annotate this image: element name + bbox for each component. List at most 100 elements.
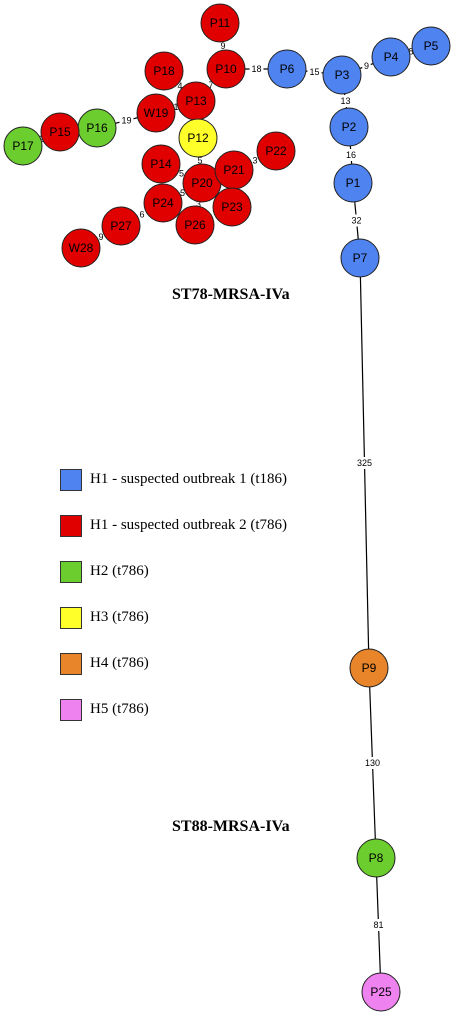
edge-label-bg [406,45,416,58]
edge-label-bg [137,208,147,221]
node-label-P26: P26 [184,218,206,232]
node-P2: P2 [329,107,369,147]
node-P12: P12 [178,118,218,158]
edge-label-bg [96,231,106,243]
node-circle-P6 [267,49,307,89]
node-label-P3: P3 [335,68,350,82]
legend-item-h1-outbreak1: H1 - suspected outbreak 1 (t186) [60,468,287,491]
node-circle-P14 [141,144,181,184]
node-label-P25: P25 [370,985,392,999]
edge-label-P3-P4: 9 [364,61,369,71]
node-circle-P8 [356,838,396,878]
legend-item-h2: H2 (t786) [60,560,287,583]
edge-label-P6-P3: 15 [309,67,319,77]
node-circle-P7 [340,238,380,278]
node-label-P8: P8 [369,851,384,865]
node-P25: P25 [361,972,401,1012]
node-P27: P27 [101,206,141,246]
node-P26: P26 [175,205,215,245]
legend-swatch-h1-outbreak2 [60,514,82,537]
legend-swatch-h1-outbreak1 [60,468,82,491]
edge-label-P16-W19: 19 [121,116,131,126]
node-P14: P14 [141,144,181,184]
edge-label-P10-P6: 18 [251,64,261,74]
node-P3: P3 [322,55,362,95]
edge-label-P10-P13: 7 [208,80,213,90]
node-label-P1: P1 [346,176,361,190]
node-P10: P10 [206,49,246,89]
node-W28: W28 [61,228,101,268]
edge-label-P3-P2: 13 [340,96,350,106]
edge-label-bg [194,198,203,210]
node-circle-P15 [40,112,80,152]
node-circle-P1 [333,163,373,203]
node-P17: P17 [3,126,43,166]
node-circle-P22 [256,131,296,171]
node-label-W19: W19 [144,106,169,120]
node-circle-P3 [322,55,362,95]
edge-label-P12-P20: 5 [197,156,202,166]
edge-label-P11-P10: 9 [220,41,225,51]
node-circle-P5 [411,26,451,66]
edge-label-bg [175,80,185,92]
legend-swatch-h5 [60,698,82,721]
legend-item-h4: H4 (t786) [60,652,287,675]
node-circle-P17 [3,126,43,166]
legend: H1 - suspected outbreak 1 (t186) H1 - su… [60,468,287,744]
legend-swatch-h4 [60,652,82,675]
node-circle-P27 [101,206,141,246]
edge-label-P20-P26: 3 [196,199,201,209]
edge-label-bg [178,187,187,199]
node-circle-P12 [178,118,218,158]
node-label-W28: W28 [69,241,94,255]
node-circle-P26 [175,205,215,245]
edge-label-W19-P13: 1 [173,102,178,112]
legend-label-h1-outbreak1: H1 - suspected outbreak 1 (t186) [90,471,288,487]
legend-item-h3: H3 (t786) [60,606,287,629]
node-circle-W28 [61,228,101,268]
node-label-P17: P17 [12,139,34,153]
edge-label-bg [362,60,371,72]
legend-label-h1-outbreak2: H1 - suspected outbreak 2 (t786) [90,517,288,533]
edge-label-bg [206,79,216,91]
edge-label-bg [354,457,375,469]
legend-item-h1-outbreak2: H1 - suspected outbreak 2 (t786) [60,514,287,537]
edge-label-bg [250,154,260,167]
node-P23: P23 [212,187,252,227]
node-circle-P25 [361,972,401,1012]
node-label-P7: P7 [353,251,368,265]
legend-label-h5: H5 (t786) [90,701,149,717]
legend-label-h2: H2 (t786) [90,563,149,579]
edge-label-bg [307,66,322,78]
node-label-P21: P21 [223,163,245,177]
edge-label-bg [171,101,181,113]
node-circle-P18 [144,51,184,91]
node-label-P22: P22 [265,144,287,158]
node-P6: P6 [267,49,307,89]
edge-label-P9-P8: 130 [365,758,380,768]
edge-label-bg [119,114,134,127]
node-P7: P7 [340,238,380,278]
edge-label-P1-P7: 32 [351,216,361,226]
node-label-P11: P11 [210,16,231,30]
node-label-P23: P23 [221,200,243,214]
node-label-P27: P27 [110,219,132,233]
node-circle-P2 [329,107,369,147]
legend-label-h3: H3 (t786) [90,609,149,625]
node-label-P20: P20 [191,176,213,190]
node-label-P6: P6 [280,62,295,76]
node-label-P12: P12 [187,131,209,145]
node-label-P14: P14 [150,157,172,171]
edge-label-bg [218,40,228,52]
node-W19: W19 [136,93,176,133]
node-label-P15: P15 [49,125,71,139]
node-label-P5: P5 [424,39,439,53]
legend-swatch-h3 [60,606,82,629]
node-P24: P24 [143,183,183,223]
edge-label-P7-P9: 325 [357,458,372,468]
node-label-P10: P10 [215,62,237,76]
node-P4: P4 [371,37,411,77]
node-circle-W19 [136,93,176,133]
node-circle-P10 [206,49,246,89]
